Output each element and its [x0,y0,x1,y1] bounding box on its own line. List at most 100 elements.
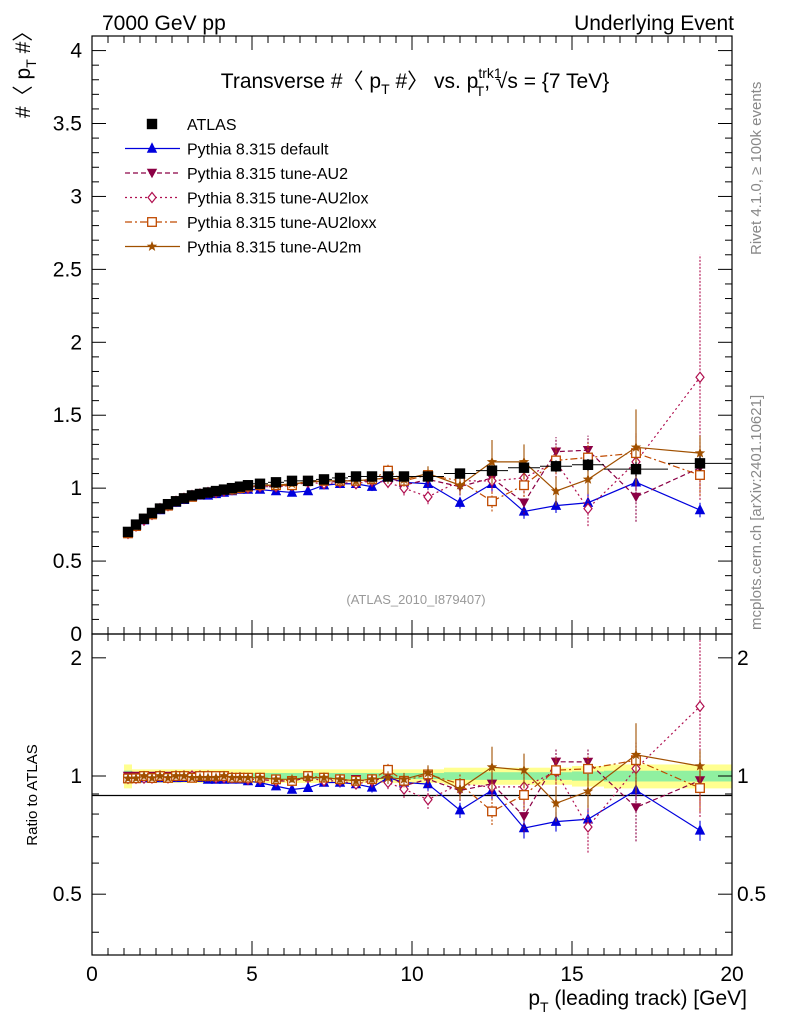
data-point [630,441,642,452]
data-point [582,496,594,507]
ratio-point [518,812,530,822]
ratio-point [454,804,466,815]
ratio-frame [91,633,733,956]
series-mc-4 [123,434,705,539]
ratio-point [270,773,282,784]
data-point [234,481,246,492]
ratio-point [422,767,434,778]
ratio-point [286,773,298,784]
data-point [382,471,394,482]
y-tick-label: 2.5 [53,258,82,281]
ratio-point [382,772,394,783]
legend-entry: ATLAS [146,117,237,134]
ratio-point [583,763,593,774]
ratio-point [695,783,705,794]
ratio-point [234,772,246,783]
ratio-point [130,772,142,783]
ratio-point [254,772,266,783]
legend-entry: Pythia 8.315 default [125,142,329,159]
data-point [486,465,498,476]
ratio-point [630,749,642,760]
data-point [398,471,410,482]
ratio-point [551,765,561,776]
ratio-point [162,772,174,783]
data-point [194,488,206,500]
ratio-y-tick-label: 2 [70,647,82,670]
ratio-point [170,770,182,781]
ratio-y-tick-label-right: 1 [737,765,749,788]
legend-entry: Pythia 8.315 tune-AU2 [125,166,348,183]
data-point [254,478,266,489]
data-point [286,486,298,497]
x-axis-label: pT (leading track) [GeV] [528,987,747,1015]
ratio-point [334,773,346,784]
ratio-point [366,773,378,784]
legend-label: Pythia 8.315 tune-AU2 [187,166,348,183]
ratio-y-tick-label: 1 [70,765,82,788]
series-mc-2 [122,435,706,538]
series-line [127,376,701,534]
data-point [130,519,142,530]
data-point [334,472,346,484]
legend-label: Pythia 8.315 tune-AU2m [187,240,361,257]
data-point [242,480,254,491]
ratio-point [226,772,238,783]
ratio-point [186,772,198,783]
header-left: 7000 GeV pp [102,12,226,35]
data-point [487,496,497,507]
ratio-point [694,824,706,835]
ratio-axis-ticks: 0.5 0.5 1 1 2 2 [53,634,766,955]
ratio-point [302,781,314,792]
ratio-point [487,806,497,817]
data-point [138,513,150,524]
ratio-point [122,772,134,783]
ratio-point [518,764,530,775]
main-panel: 0 0.5 1 1.5 2 2.5 3 3.5 4 [53,35,733,646]
data-point [210,485,222,497]
ratio-point [286,783,298,794]
ratio-point [486,761,498,772]
data-point [695,371,705,384]
ratio-point [583,821,593,833]
ratio-point [146,772,158,783]
ratio-point [194,772,206,783]
ratio-series-line [127,705,701,829]
ratio-point [302,772,314,783]
y-tick-label: 3.5 [53,113,82,136]
side-text-rivet: Rivet 4.1.0, ≥ 100k events [748,82,765,255]
legend-label: ATLAS [187,117,237,134]
ratio-point [318,772,330,783]
y-tick-label: 1.5 [53,404,82,427]
ratio-point [154,770,166,781]
data-point [582,459,594,471]
ratio-point [550,797,562,808]
data-point [695,470,705,480]
legend-entry: Pythia 8.315 tune-AU2lox [125,191,368,208]
x-tick-label: 10 [400,963,423,986]
x-tick-labels: 0 5 10 15 20 [86,963,744,986]
data-point [146,507,158,519]
series-atlas [122,456,732,538]
y-tick-label: 0.5 [53,550,82,573]
data-point [423,490,433,503]
data-point [582,473,594,484]
ratio-data-layer [122,639,706,853]
legend-marker [146,168,158,179]
legend-marker [146,241,158,251]
data-point [454,468,466,479]
data-point [518,498,530,508]
ratio-point [242,772,254,783]
analysis-watermark: (ATLAS_2010_I879407) [346,592,485,607]
y-tick-label: 0 [70,623,82,646]
legend-marker [146,118,158,130]
legend-marker [147,191,157,204]
data-point [550,461,562,472]
x-tick-label: 0 [86,963,98,986]
data-point [202,487,214,498]
ratio-point [630,803,642,813]
data-point [270,477,282,488]
legend-entry: Pythia 8.315 tune-AU2m [125,240,361,257]
data-point [286,475,298,487]
x-tick-label: 15 [560,963,583,986]
data-point [486,456,498,467]
